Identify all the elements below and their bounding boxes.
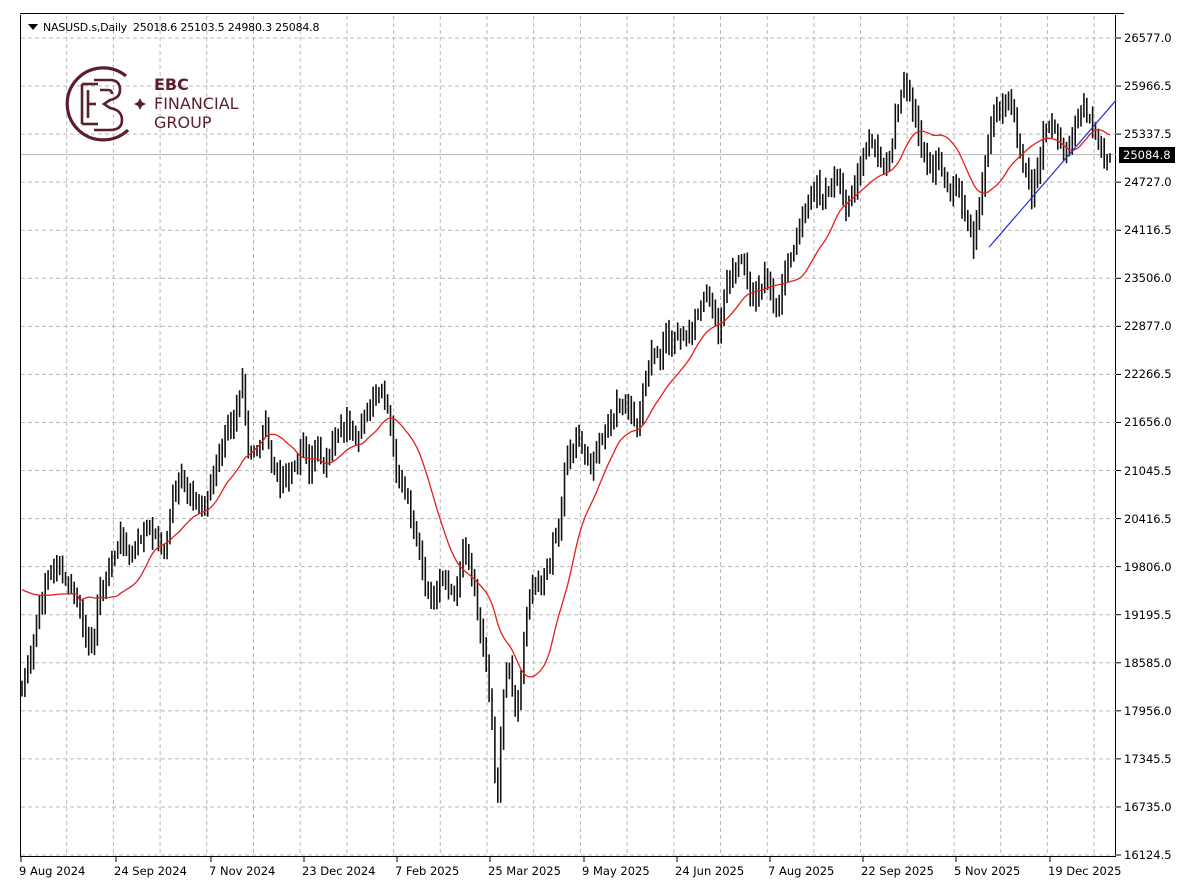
y-axis-label: 19806.0 xyxy=(1124,559,1172,574)
y-axis-label: 16124.5 xyxy=(1124,848,1172,862)
ohlc-close: 25084.8 xyxy=(275,21,320,34)
x-axis-label: 25 Mar 2025 xyxy=(488,864,561,878)
ohlc-low: 24980.3 xyxy=(227,21,272,34)
y-axis-label: 25966.5 xyxy=(1124,79,1172,94)
moving-average-line xyxy=(21,128,1111,678)
ohlc-high: 25103.5 xyxy=(180,21,225,34)
x-axis-label: 24 Jun 2025 xyxy=(675,864,745,878)
y-axis-label: 19195.5 xyxy=(1124,607,1172,622)
logo-wordmark: EBC FINANCIAL GROUP xyxy=(154,75,239,132)
y-axis-label: 22266.5 xyxy=(1124,367,1172,382)
x-axis-label: 19 Dec 2025 xyxy=(1048,864,1122,878)
trendline[interactable] xyxy=(988,99,1117,248)
y-axis-label: 21045.5 xyxy=(1124,463,1172,478)
symbol-name: NASUSD.s,Daily xyxy=(43,21,127,34)
top-border xyxy=(20,13,1124,14)
y-axis-label: 25337.5 xyxy=(1124,127,1172,142)
y-axis-label: 26577.0 xyxy=(1124,31,1172,45)
y-axis-label: 24116.5 xyxy=(1124,223,1172,238)
y-axis-label: 16735.0 xyxy=(1124,799,1172,814)
logo-line-financial: FINANCIAL xyxy=(154,94,239,113)
x-axis-label: 5 Nov 2025 xyxy=(954,864,1021,878)
dropdown-triangle-icon[interactable] xyxy=(28,24,38,30)
ohlc-open: 25018.6 xyxy=(133,21,178,34)
x-axis-label: 9 Aug 2024 xyxy=(19,864,86,878)
x-axis-label: 7 Aug 2025 xyxy=(768,864,835,878)
y-axis-label: 22877.0 xyxy=(1124,319,1172,334)
x-axis-label: 7 Feb 2025 xyxy=(395,864,460,878)
y-axis-label: 23506.0 xyxy=(1124,271,1172,286)
x-axis-label: 7 Nov 2024 xyxy=(209,864,276,878)
chart-frame xyxy=(20,15,1116,857)
logo-line-ebc: EBC xyxy=(154,75,189,94)
x-axis-label: 9 May 2025 xyxy=(582,864,650,878)
y-axis-label: 24727.0 xyxy=(1124,175,1172,190)
y-axis-label: 17345.5 xyxy=(1124,751,1172,766)
y-axis-label: 18585.0 xyxy=(1124,655,1172,670)
y-axis-label: 20416.5 xyxy=(1124,511,1172,526)
x-axis-ticks xyxy=(20,857,1051,862)
x-axis-label: 22 Sep 2025 xyxy=(861,864,934,878)
current-price-label: 25084.8 xyxy=(1119,146,1175,163)
y-axis-label: 21656.0 xyxy=(1124,415,1172,430)
y-axis-label: 17956.0 xyxy=(1124,703,1172,718)
ohlc-bars xyxy=(21,71,1111,803)
x-axis-label: 24 Sep 2024 xyxy=(114,864,187,878)
symbol-header[interactable]: NASUSD.s,Daily 25018.6 25103.5 24980.3 25… xyxy=(28,21,319,34)
ebc-logo-icon xyxy=(65,66,146,142)
y-axis-ticks xyxy=(1116,37,1121,856)
x-axis-label: 23 Dec 2024 xyxy=(302,864,376,878)
logo-line-group: GROUP xyxy=(154,113,212,132)
